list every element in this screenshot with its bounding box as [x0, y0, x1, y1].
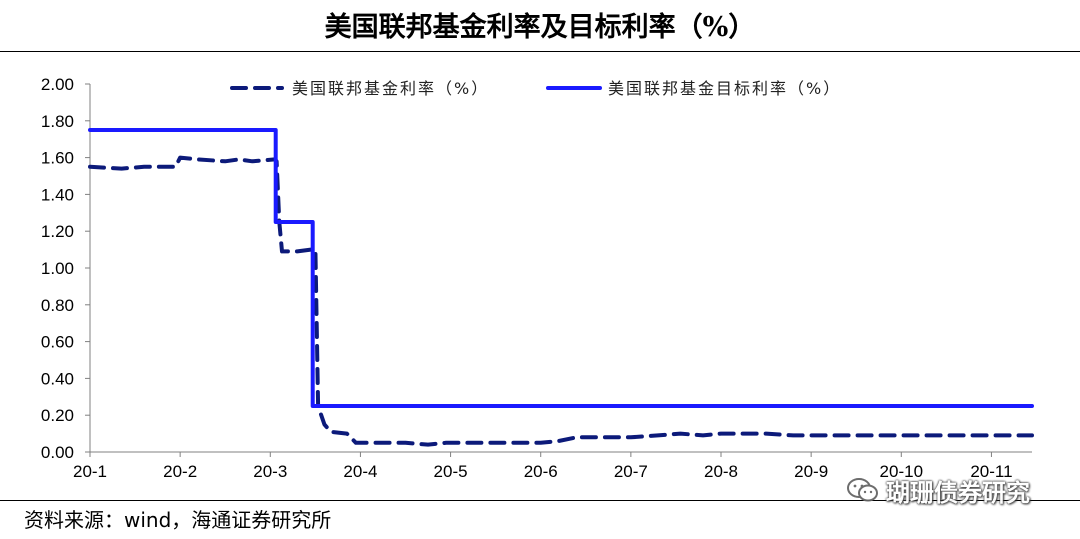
watermark-text: 瑚珊债券研究 [886, 478, 1030, 507]
y-tick-label: 0.00 [41, 443, 74, 462]
line-chart: 0.00 0.20 0.40 0.60 0.80 1.00 1.20 1.40 1.60 1.80… [41, 75, 1034, 481]
bottom-divider [0, 500, 1080, 501]
chart-title: 美国联邦基金利率及目标利率（%） [324, 12, 756, 43]
x-tick-label: 20-11 [970, 462, 1012, 481]
chart-axes [85, 83, 1032, 457]
y-tick-label: 0.20 [41, 406, 74, 425]
y-tick-label: 0.80 [41, 296, 74, 315]
x-tick-label: 20-10 [880, 462, 923, 481]
x-tick-label: 20-7 [614, 462, 648, 481]
legend-label: 美国联邦基金利率（%） [292, 79, 489, 98]
y-tick-label: 0.60 [41, 333, 74, 352]
y-tick-label: 2.00 [41, 75, 74, 94]
y-tick-label: 1.80 [41, 112, 74, 131]
x-tick-label: 20-3 [253, 462, 287, 481]
x-tick-label: 20-2 [163, 462, 197, 481]
top-divider [0, 51, 1080, 52]
y-tick-label: 0.40 [41, 369, 74, 388]
y-tick-label: 1.00 [41, 259, 74, 278]
x-tick-label: 20-9 [794, 462, 828, 481]
y-tick-label: 1.60 [41, 149, 74, 168]
x-tick-label: 20-6 [524, 462, 558, 481]
chart-tick-labels: 0.00 0.20 0.40 0.60 0.80 1.00 1.20 1.40 1.60 1.80… [41, 75, 1013, 481]
y-tick-label: 1.40 [41, 185, 74, 204]
chart-series [88, 128, 1034, 447]
legend-label: 美国联邦基金目标利率（%） [608, 79, 841, 98]
series-line-effective-rate [88, 155, 1034, 447]
x-tick-label: 20-5 [434, 462, 468, 481]
series-line-target-rate [88, 128, 1034, 408]
wechat-icon [847, 478, 878, 502]
x-tick-label: 20-8 [704, 462, 738, 481]
watermark: 瑚珊债券研究 [846, 474, 1030, 507]
chart-legend: 美国联邦基金利率（%） 美国联邦基金目标利率（%） [230, 79, 841, 98]
y-tick-label: 1.20 [41, 222, 74, 241]
x-tick-label: 20-4 [343, 462, 377, 481]
x-tick-label: 20-1 [73, 462, 107, 481]
source-note: 资料来源：wind，海通证券研究所 [24, 508, 332, 532]
